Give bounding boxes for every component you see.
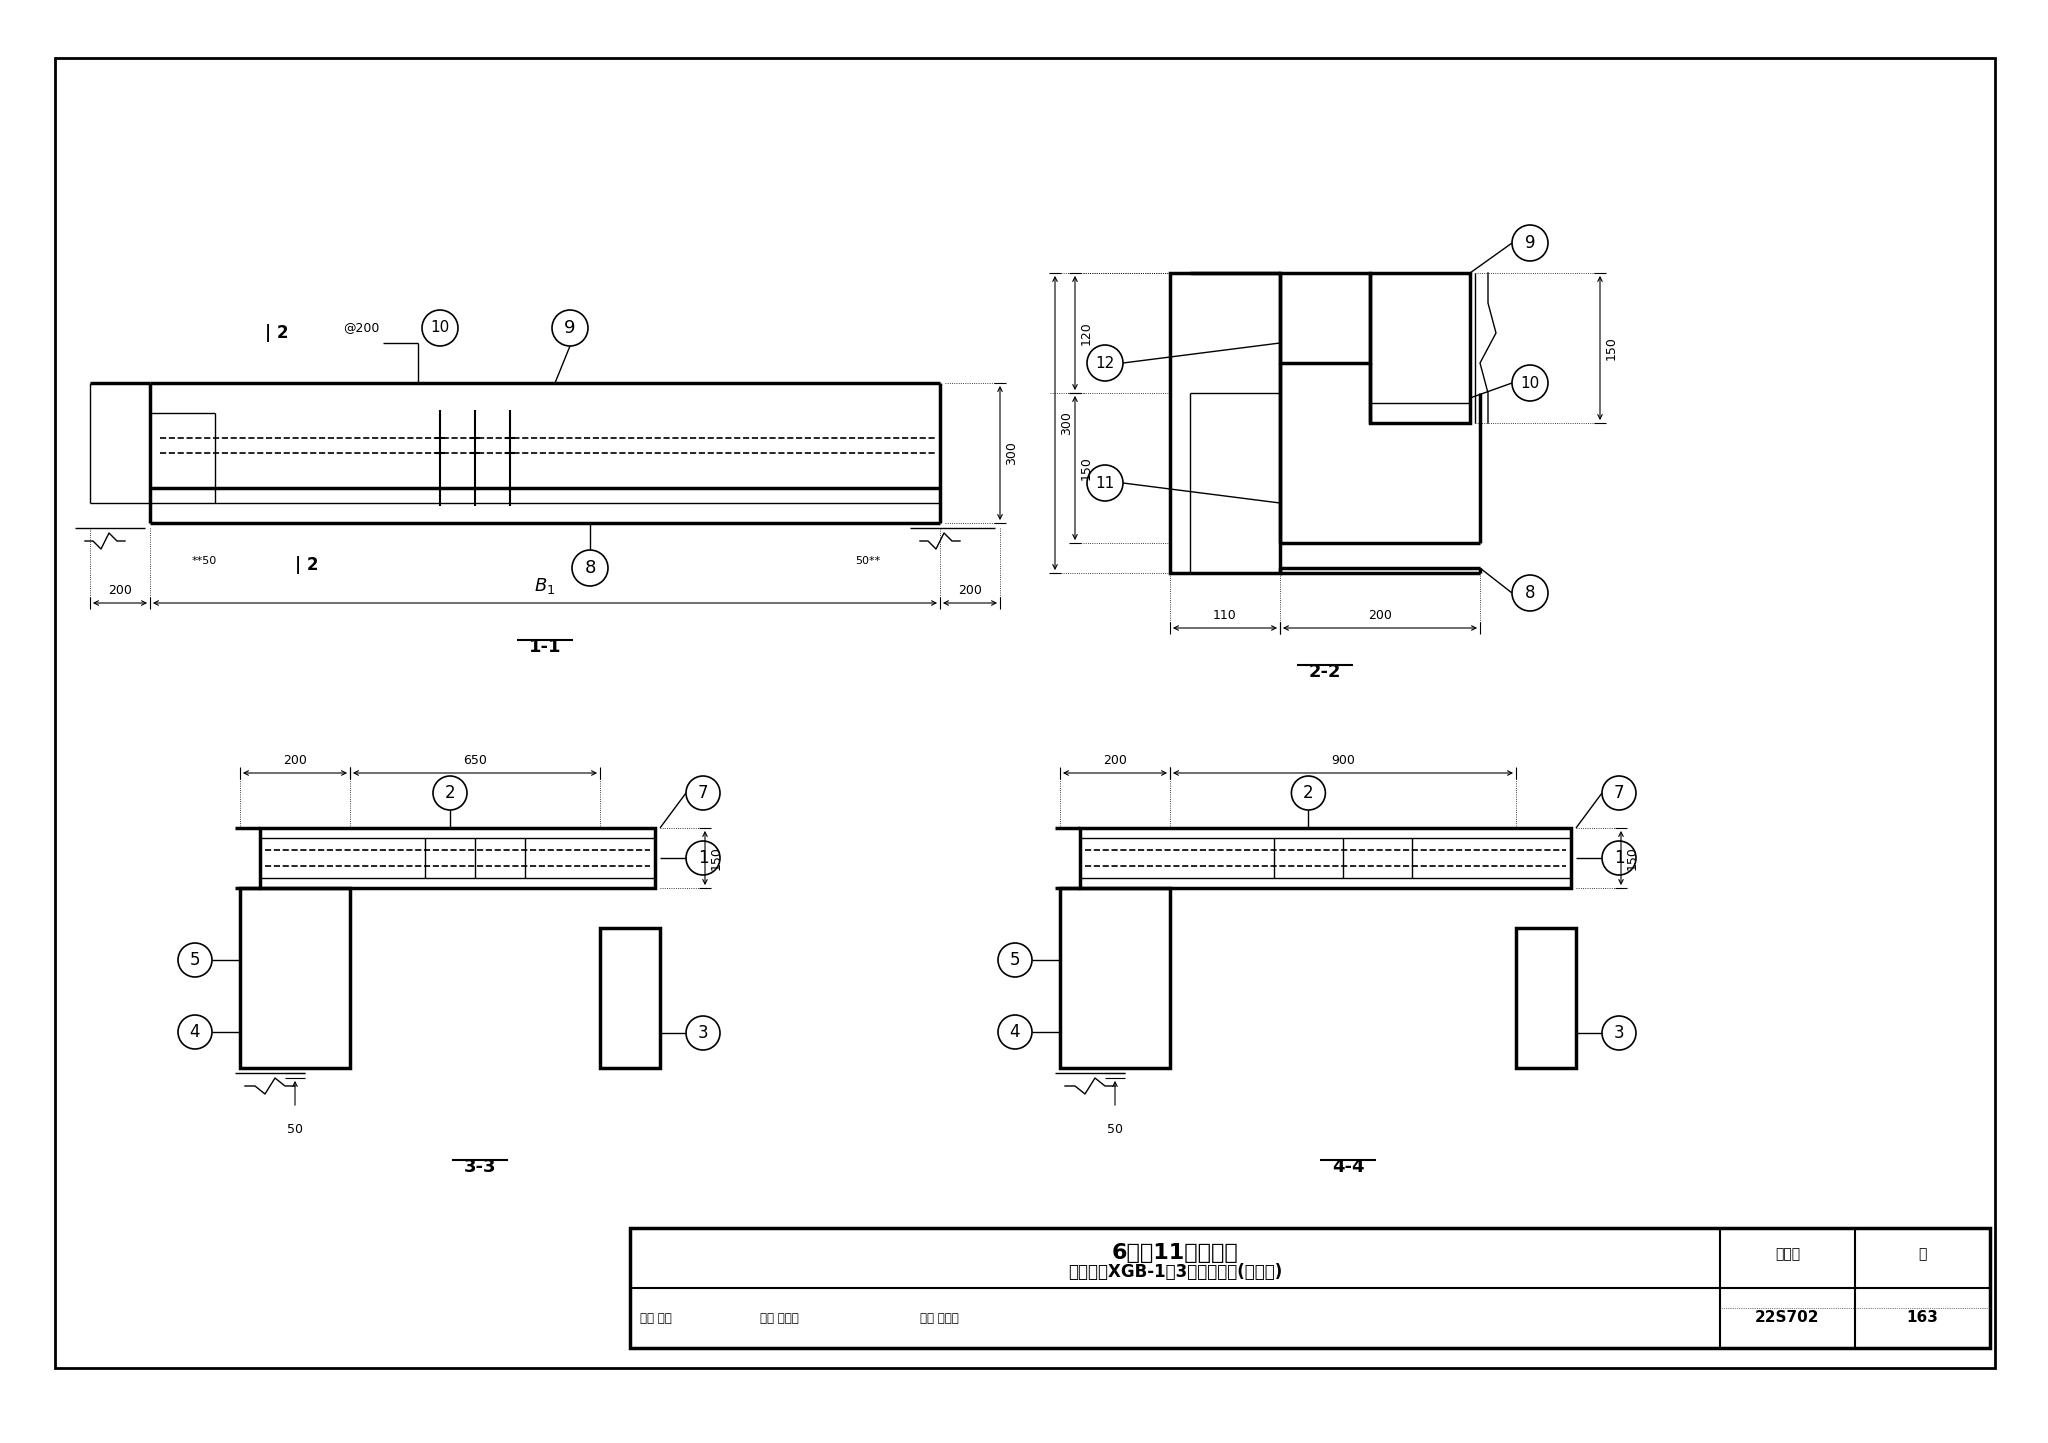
Text: 审核 王军: 审核 王军 [639,1312,672,1325]
Bar [600,928,659,1068]
Text: 校对 洪财滨: 校对 洪财滨 [760,1312,799,1325]
Text: 150: 150 [1626,846,1638,870]
Text: 9: 9 [1526,234,1536,253]
Text: 200: 200 [1368,609,1393,622]
Text: 50: 50 [287,1123,303,1136]
Bar [1079,828,1571,887]
Text: 150: 150 [1606,336,1618,359]
Text: 1: 1 [1614,848,1624,867]
Text: 12: 12 [1096,355,1114,371]
Text: | 2: | 2 [264,325,289,342]
Text: 页: 页 [1919,1247,1927,1261]
Text: 200: 200 [958,584,981,597]
Text: 300: 300 [1006,442,1018,465]
Text: **50: **50 [193,556,217,566]
Bar [1516,928,1577,1068]
Bar [260,828,655,887]
Text: 10: 10 [430,320,451,336]
Bar [1061,887,1169,1068]
Bar [631,1228,1991,1348]
Text: 300: 300 [1061,411,1073,434]
Text: 120: 120 [1079,322,1094,345]
Text: 10: 10 [1520,375,1540,391]
Text: 图集号: 图集号 [1776,1247,1800,1261]
Bar [240,887,350,1068]
Text: $B_1$: $B_1$ [535,576,555,596]
Text: 9: 9 [565,319,575,338]
Bar [1280,273,1370,364]
Text: | 2: | 2 [295,556,319,574]
Text: 7: 7 [1614,784,1624,802]
Text: 8: 8 [584,558,596,577]
Text: 4: 4 [190,1023,201,1040]
Text: 2-2: 2-2 [1309,662,1341,681]
Text: @200: @200 [344,322,381,335]
Text: 50: 50 [1108,1123,1122,1136]
Text: 22S702: 22S702 [1755,1310,1821,1326]
Text: 650: 650 [463,755,487,768]
Text: 200: 200 [283,755,307,768]
Text: 2: 2 [444,784,455,802]
Text: 4-4: 4-4 [1331,1157,1364,1176]
Text: 设计 李海彬: 设计 李海彬 [920,1312,958,1325]
Text: 8: 8 [1526,584,1536,602]
Text: 3-3: 3-3 [463,1157,496,1176]
Text: 1-1: 1-1 [528,638,561,657]
Text: 50**: 50** [854,556,881,566]
Text: 200: 200 [1104,755,1126,768]
Text: 4: 4 [1010,1023,1020,1040]
Text: 6号～11号化粪池: 6号～11号化粪池 [1112,1242,1239,1263]
Text: 110: 110 [1212,609,1237,622]
Text: 5: 5 [190,951,201,970]
Text: 163: 163 [1907,1310,1939,1326]
Text: 1: 1 [698,848,709,867]
Text: 7: 7 [698,784,709,802]
Bar [1370,273,1470,423]
Text: 150: 150 [1079,456,1094,481]
Text: 2: 2 [1303,784,1313,802]
Text: 现浇盖板XGB-1、3配筋剖面图(无覆土): 现浇盖板XGB-1、3配筋剖面图(无覆土) [1067,1263,1282,1281]
Text: 150: 150 [711,846,723,870]
Text: 200: 200 [109,584,131,597]
Text: 11: 11 [1096,476,1114,491]
Text: 3: 3 [1614,1025,1624,1042]
Text: 5: 5 [1010,951,1020,970]
Bar [1169,273,1280,573]
Text: 900: 900 [1331,755,1356,768]
Text: 3: 3 [698,1025,709,1042]
